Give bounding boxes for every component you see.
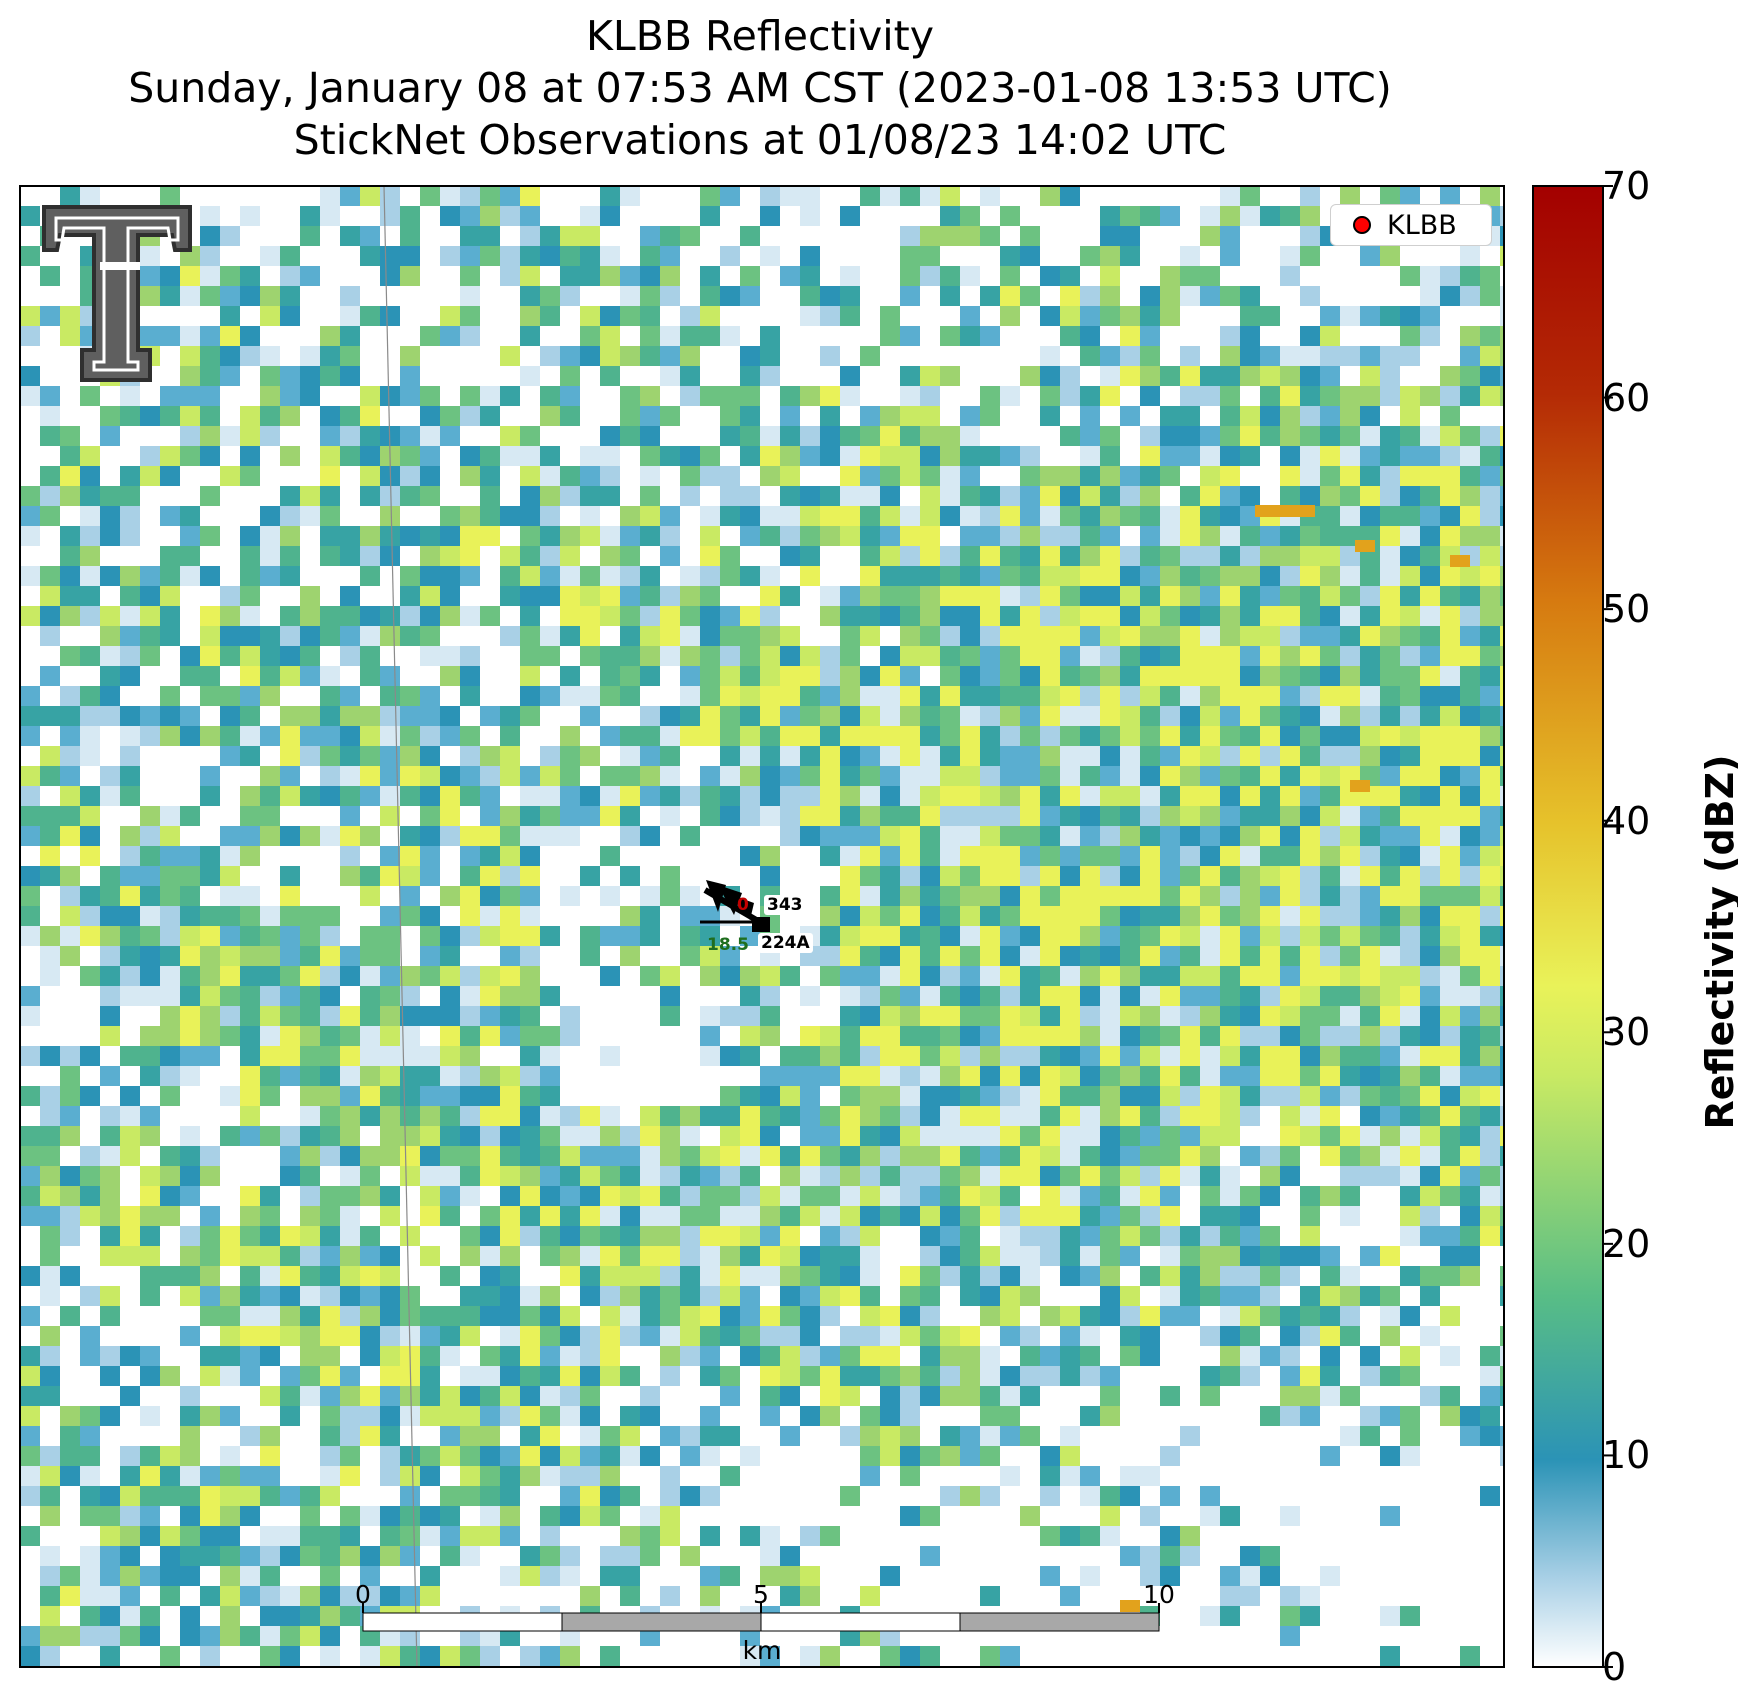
scale-bar (362, 1603, 1160, 1632)
colorbar-tick-50: 50 (1602, 587, 1651, 631)
colorbar-label: Reflectivity (dBZ) (1698, 754, 1738, 1130)
station-barb (700, 880, 770, 932)
colorbar-tick-10: 10 (1602, 1433, 1651, 1477)
radar-site-marker (1353, 216, 1371, 234)
legend-label: KLBB (1387, 209, 1457, 241)
county-boundary (383, 185, 418, 1668)
scale-unit: km (742, 1636, 782, 1665)
map-frame (19, 185, 1505, 1668)
title-sticknet: StickNet Observations at 01/08/23 14:02 … (293, 116, 1227, 164)
map-title: KLBB Reflectivity Sunday, January 08 at … (0, 10, 1520, 166)
colorbar-ticks (1603, 185, 1613, 1668)
title-radar: KLBB Reflectivity (586, 12, 934, 60)
reflectivity-field (20, 186, 1504, 1667)
colorbar-tick-20: 20 (1602, 1222, 1651, 1266)
colorbar-tick-30: 30 (1602, 1010, 1651, 1054)
scale-label-0: 0 (355, 1580, 371, 1609)
colorbar (1532, 185, 1604, 1668)
station-dewpoint: 18.5 (707, 935, 749, 955)
colorbar-tick-60: 60 (1602, 376, 1651, 420)
title-datetime: Sunday, January 08 at 07:53 AM CST (2023… (128, 64, 1392, 112)
colorbar-tick-70: 70 (1602, 164, 1651, 208)
colorbar-tick-0: 0 (1602, 1645, 1627, 1689)
texas-tech-logo (42, 205, 192, 382)
colorbar-tick-40: 40 (1602, 799, 1651, 843)
scale-label-5: 5 (753, 1580, 769, 1609)
station-pressure: 343 (764, 895, 806, 915)
station-id[interactable]: 224A (758, 933, 813, 953)
scale-label-10: 10 (1143, 1580, 1175, 1609)
legend: KLBB (1330, 204, 1492, 246)
station-temperature: 0 (737, 895, 749, 915)
